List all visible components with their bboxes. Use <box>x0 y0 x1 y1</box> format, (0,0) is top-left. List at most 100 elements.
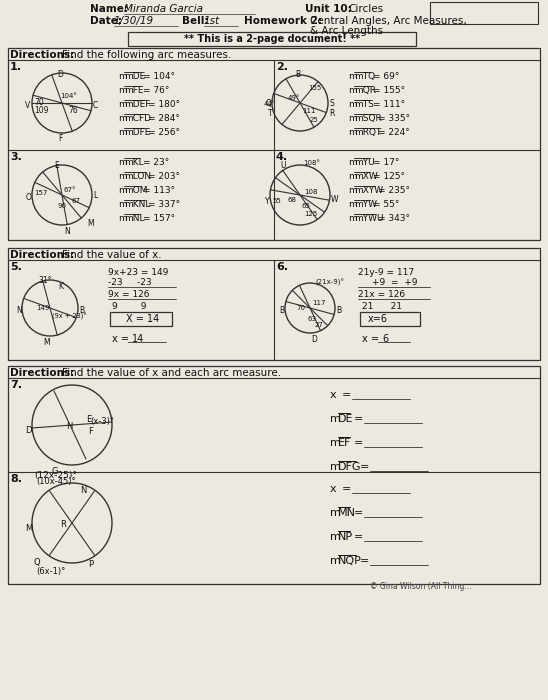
Text: 1st: 1st <box>204 16 220 26</box>
Text: mDFE: mDFE <box>124 128 150 137</box>
Text: D: D <box>25 426 31 435</box>
Text: m: m <box>118 200 127 209</box>
Text: T: T <box>268 109 272 118</box>
Text: = 203°: = 203° <box>148 172 180 181</box>
Text: 9x+23 = 149: 9x+23 = 149 <box>108 268 168 277</box>
Text: mRQT: mRQT <box>354 128 381 137</box>
Text: 8.: 8. <box>10 474 22 484</box>
Text: mLON: mLON <box>124 172 151 181</box>
Text: U: U <box>280 161 286 170</box>
Text: Directions:: Directions: <box>10 250 74 260</box>
Text: = 155°: = 155° <box>373 86 405 95</box>
Text: (12x-25)°: (12x-25)° <box>34 471 77 480</box>
Text: x =: x = <box>362 334 379 344</box>
Text: =: = <box>354 414 363 424</box>
Text: Q: Q <box>266 99 272 108</box>
Text: mYWU: mYWU <box>354 214 384 223</box>
Text: = 23°: = 23° <box>142 158 169 167</box>
Text: mTQ: mTQ <box>354 72 375 81</box>
Text: Unit 10:: Unit 10: <box>305 4 352 14</box>
Text: 1/30/19: 1/30/19 <box>114 16 154 26</box>
Text: 104°: 104° <box>60 93 77 99</box>
Text: m: m <box>118 186 127 195</box>
Text: x: x <box>330 484 336 494</box>
Text: 108: 108 <box>304 189 317 195</box>
Text: 67°: 67° <box>64 187 77 193</box>
Text: 67: 67 <box>72 198 81 204</box>
Text: B: B <box>336 306 341 315</box>
Text: = 343°: = 343° <box>378 214 410 223</box>
Text: MN: MN <box>338 508 356 518</box>
Text: C: C <box>93 101 98 110</box>
Bar <box>360 312 420 326</box>
Text: m: m <box>348 86 357 95</box>
Text: 21      21: 21 21 <box>362 302 402 311</box>
Text: 108°: 108° <box>303 160 320 166</box>
Text: = 113°: = 113° <box>142 186 175 195</box>
Text: G: G <box>52 467 59 476</box>
Text: +9  =  +9: +9 = +9 <box>372 278 418 287</box>
Text: B: B <box>279 306 284 315</box>
Text: -23     -23: -23 -23 <box>108 278 152 287</box>
Text: 2.: 2. <box>276 62 288 72</box>
Text: 6: 6 <box>382 334 388 344</box>
Text: 4.: 4. <box>276 152 288 162</box>
Text: ** This is a 2-page document! **: ** This is a 2-page document! ** <box>184 34 360 44</box>
Text: 155: 155 <box>308 85 321 91</box>
Text: 6.: 6. <box>276 262 288 272</box>
Text: mDEF: mDEF <box>124 100 150 109</box>
Text: m: m <box>348 186 357 195</box>
Text: =: = <box>354 532 363 542</box>
Text: R: R <box>60 520 66 529</box>
Text: x: x <box>330 390 336 400</box>
Text: m: m <box>118 86 127 95</box>
Text: m: m <box>330 438 341 448</box>
Text: N: N <box>16 306 22 315</box>
Text: DFG: DFG <box>338 462 362 472</box>
Text: 63: 63 <box>307 316 316 322</box>
Text: R: R <box>329 109 334 118</box>
Text: Date:: Date: <box>90 16 122 26</box>
Text: M: M <box>25 524 32 533</box>
Text: 9        9: 9 9 <box>112 302 146 311</box>
Text: EF: EF <box>338 438 351 448</box>
Text: mXW: mXW <box>354 172 378 181</box>
Text: m: m <box>348 214 357 223</box>
Text: 70: 70 <box>296 305 305 311</box>
Text: mXYW: mXYW <box>354 186 383 195</box>
Text: m: m <box>330 462 341 472</box>
Text: 1.: 1. <box>10 62 22 72</box>
Text: D: D <box>311 335 317 344</box>
Bar <box>8 48 540 240</box>
Text: mDE: mDE <box>124 72 145 81</box>
Text: M: M <box>87 219 94 228</box>
Text: x =: x = <box>112 334 129 344</box>
Text: 117: 117 <box>312 300 326 306</box>
Text: (10x-45)°: (10x-45)° <box>36 477 76 486</box>
Text: = 224°: = 224° <box>378 128 409 137</box>
Text: x=6: x=6 <box>368 314 388 324</box>
Text: Find the value of x.: Find the value of x. <box>62 250 162 260</box>
Text: (9x + 23)°: (9x + 23)° <box>52 313 87 320</box>
Text: m: m <box>118 158 127 167</box>
Text: =: = <box>360 462 369 472</box>
Text: & Arc Lengths: & Arc Lengths <box>310 26 383 36</box>
Text: (6x-1)°: (6x-1)° <box>36 567 65 576</box>
Text: B: B <box>79 306 84 315</box>
Text: mYW: mYW <box>354 200 377 209</box>
Text: W: W <box>331 195 339 204</box>
Text: E: E <box>86 415 92 424</box>
Text: 90: 90 <box>57 203 66 209</box>
Text: V: V <box>25 101 30 110</box>
Text: 14: 14 <box>132 334 144 344</box>
Text: = 125°: = 125° <box>373 172 404 181</box>
Text: Directions:: Directions: <box>10 368 74 378</box>
Text: M: M <box>44 338 50 347</box>
Text: P: P <box>88 560 93 569</box>
Text: N: N <box>80 486 87 495</box>
Text: (x-3)°: (x-3)° <box>90 417 114 426</box>
Text: Q: Q <box>34 558 41 567</box>
Text: 27: 27 <box>315 322 324 328</box>
Text: mOM: mOM <box>124 186 147 195</box>
Text: 76: 76 <box>68 106 78 115</box>
